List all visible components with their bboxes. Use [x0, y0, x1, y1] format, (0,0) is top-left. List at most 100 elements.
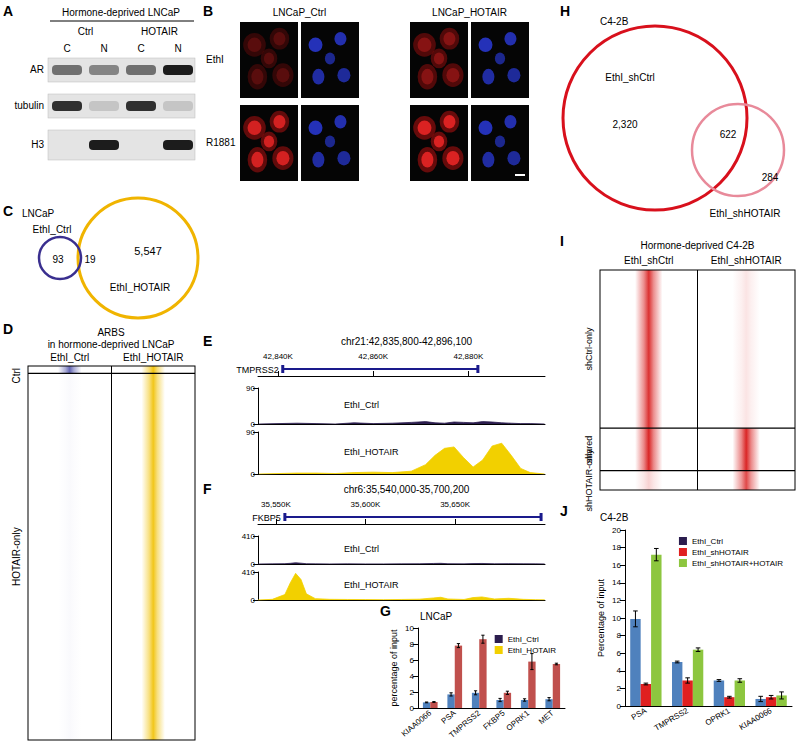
- svg-text:OPRK1: OPRK1: [704, 706, 732, 728]
- svg-text:Hormone-deprived LNCaP: Hormone-deprived LNCaP: [62, 7, 180, 18]
- svg-text:90: 90: [246, 384, 255, 393]
- svg-text:KIAA0066: KIAA0066: [400, 708, 434, 738]
- svg-text:LNCaP: LNCaP: [420, 611, 453, 622]
- svg-text:E: E: [203, 333, 212, 349]
- svg-text:6: 6: [617, 649, 622, 658]
- svg-text:C4-2B: C4-2B: [600, 16, 629, 27]
- svg-text:I: I: [560, 233, 564, 249]
- svg-text:TMPRSS2: TMPRSS2: [447, 708, 482, 740]
- svg-text:LNCaP: LNCaP: [22, 208, 55, 219]
- svg-text:in hormone-deprived LNCaP: in hormone-deprived LNCaP: [48, 339, 175, 350]
- svg-text:6: 6: [410, 656, 415, 665]
- svg-text:EthI_Ctrl: EthI_Ctrl: [33, 224, 72, 235]
- svg-text:8: 8: [410, 640, 415, 649]
- svg-text:percentage of input: percentage of input: [389, 629, 399, 707]
- svg-text:10: 10: [405, 624, 414, 633]
- svg-text:0: 0: [251, 470, 256, 479]
- svg-text:42,840K: 42,840K: [263, 352, 293, 361]
- svg-text:C: C: [63, 43, 70, 54]
- svg-text:5,547: 5,547: [134, 245, 162, 257]
- svg-text:410: 410: [242, 568, 256, 577]
- svg-text:EthI_Ctrl: EthI_Ctrl: [692, 537, 723, 546]
- svg-text:N: N: [100, 43, 107, 54]
- svg-text:12: 12: [612, 596, 621, 605]
- svg-text:EthI: EthI: [206, 54, 224, 65]
- svg-text:shared: shared: [584, 436, 594, 464]
- svg-text:MET: MET: [537, 708, 556, 726]
- svg-text:284: 284: [762, 172, 779, 183]
- svg-text:J: J: [560, 503, 568, 519]
- svg-text:EthI_shCtrl: EthI_shCtrl: [624, 255, 673, 266]
- svg-text:H: H: [560, 3, 570, 19]
- svg-text:Ctrl: Ctrl: [11, 368, 22, 384]
- svg-text:EthI_shHOTAIR: EthI_shHOTAIR: [710, 208, 781, 219]
- svg-text:0: 0: [617, 702, 622, 711]
- svg-text:35,550K: 35,550K: [261, 500, 291, 509]
- svg-text:EthI_HOTAIR: EthI_HOTAIR: [123, 352, 183, 363]
- svg-text:G: G: [380, 603, 391, 619]
- svg-text:EthI_Ctrl: EthI_Ctrl: [508, 635, 539, 644]
- svg-text:EthI_shHOTAIR: EthI_shHOTAIR: [711, 255, 782, 266]
- svg-text:B: B: [203, 3, 213, 19]
- svg-text:EthI_Ctrl: EthI_Ctrl: [344, 400, 379, 410]
- svg-text:EthI_HOTAIR: EthI_HOTAIR: [110, 282, 170, 293]
- svg-text:14: 14: [612, 578, 621, 587]
- svg-text:EthI_Ctrl: EthI_Ctrl: [344, 544, 379, 554]
- svg-text:2: 2: [617, 684, 622, 693]
- svg-text:EthI_shHOTAIR+HOTAIR: EthI_shHOTAIR+HOTAIR: [692, 559, 783, 568]
- svg-text:shHOTAIR-only: shHOTAIR-only: [584, 449, 594, 512]
- svg-text:EthI_HOTAIR: EthI_HOTAIR: [344, 447, 399, 457]
- svg-text:19: 19: [84, 254, 96, 265]
- svg-text:LNCaP_HOTAIR: LNCaP_HOTAIR: [432, 7, 507, 18]
- svg-text:Hormone-deprived C4-2B: Hormone-deprived C4-2B: [641, 240, 755, 251]
- svg-text:C: C: [137, 43, 144, 54]
- svg-text:10: 10: [612, 614, 621, 623]
- svg-text:90: 90: [246, 428, 255, 437]
- svg-text:18: 18: [612, 543, 621, 552]
- svg-text:OPRK1: OPRK1: [505, 708, 532, 733]
- svg-text:622: 622: [720, 129, 737, 140]
- svg-text:93: 93: [52, 254, 64, 265]
- svg-text:PSA: PSA: [630, 706, 649, 722]
- svg-text:Ctrl: Ctrl: [78, 26, 94, 37]
- svg-text:A: A: [3, 3, 13, 19]
- svg-text:35,650K: 35,650K: [440, 500, 470, 509]
- svg-text:F: F: [203, 481, 212, 497]
- svg-text:chr21:42,835,800-42,896,100: chr21:42,835,800-42,896,100: [341, 336, 473, 347]
- svg-text:0: 0: [410, 704, 415, 713]
- svg-text:D: D: [3, 321, 13, 337]
- svg-text:HOTAIR: HOTAIR: [141, 26, 178, 37]
- svg-text:16: 16: [612, 561, 621, 570]
- svg-text:C4-2B: C4-2B: [600, 512, 629, 523]
- svg-text:shCtrl-only: shCtrl-only: [584, 327, 594, 371]
- svg-text:EthI_HOTAIR: EthI_HOTAIR: [344, 580, 399, 590]
- svg-text:EthI_Ctrl: EthI_Ctrl: [50, 352, 89, 363]
- svg-text:LNCaP_Ctrl: LNCaP_Ctrl: [273, 7, 326, 18]
- svg-text:KIAA0066: KIAA0066: [738, 706, 774, 732]
- svg-text:4: 4: [617, 666, 622, 675]
- svg-text:EthI_shCtrl: EthI_shCtrl: [605, 72, 654, 83]
- svg-text:R1881: R1881: [206, 137, 236, 148]
- svg-text:N: N: [174, 43, 181, 54]
- svg-text:C: C: [3, 203, 13, 219]
- svg-text:42,880K: 42,880K: [453, 352, 483, 361]
- svg-text:20: 20: [612, 526, 621, 535]
- svg-text:H3: H3: [31, 139, 44, 150]
- svg-text:410: 410: [242, 532, 256, 541]
- svg-text:8: 8: [617, 631, 622, 640]
- svg-text:EthI_shHOTAIR: EthI_shHOTAIR: [692, 548, 749, 557]
- svg-text:4: 4: [410, 672, 415, 681]
- svg-text:FKBP5: FKBP5: [252, 513, 281, 523]
- svg-text:chr6:35,540,000-35,700,200: chr6:35,540,000-35,700,200: [344, 484, 470, 495]
- svg-text:HOTAIR-only: HOTAIR-only: [11, 527, 22, 586]
- svg-text:AR: AR: [30, 64, 44, 75]
- svg-text:35,600K: 35,600K: [351, 500, 381, 509]
- svg-text:0: 0: [251, 596, 256, 605]
- svg-text:TMPRSS2: TMPRSS2: [653, 706, 691, 733]
- svg-text:EthI_HOTAIR: EthI_HOTAIR: [508, 646, 557, 655]
- svg-text:TMPRSS2: TMPRSS2: [236, 365, 279, 375]
- svg-text:42,860K: 42,860K: [358, 352, 388, 361]
- svg-text:PSA: PSA: [440, 708, 459, 726]
- svg-text:ARBS: ARBS: [97, 327, 125, 338]
- svg-text:tubulin: tubulin: [15, 100, 44, 111]
